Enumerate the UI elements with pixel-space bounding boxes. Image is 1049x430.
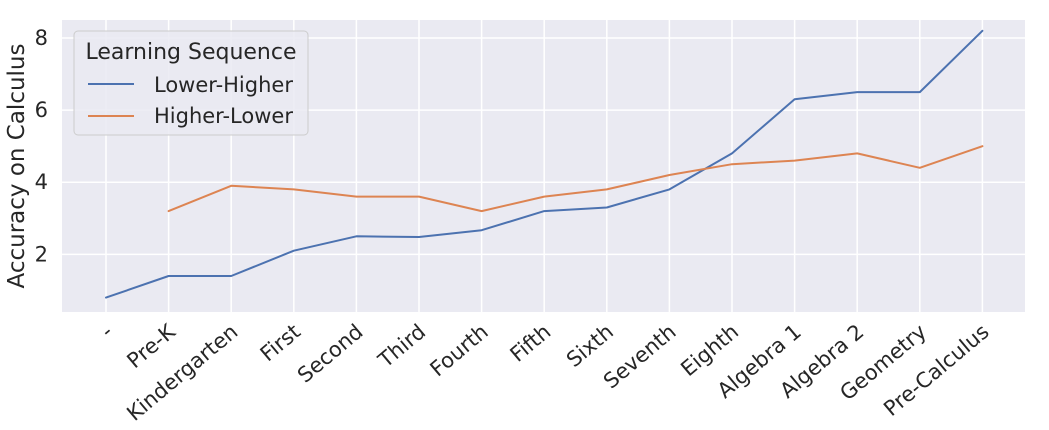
legend: Learning Sequence Lower-Higher Higher-Lo… (73, 30, 309, 136)
legend-label-higher-lower: Higher-Lower (154, 104, 293, 128)
y-tick-label-6: 6 (35, 98, 48, 122)
y-tick-label-4: 4 (35, 170, 48, 194)
x-tick-label-fifth: Fifth (506, 319, 556, 366)
legend-box (73, 30, 309, 136)
x-tick-label-kindergarten: Kindergarten (122, 319, 242, 425)
series-line-higher-lower (167, 145, 984, 213)
x-tick-label-sixth: Sixth (562, 319, 618, 372)
series-line-lower-higher (105, 29, 984, 299)
x-tick-label-second: Second (293, 319, 368, 387)
series-lines (105, 29, 984, 299)
y-tick-labels: 2 4 6 8 (35, 26, 48, 266)
x-tick-label-third: Third (373, 319, 430, 372)
x-tick-label-first: First (256, 319, 305, 366)
x-tick-label-dash: - (96, 319, 117, 342)
legend-label-lower-higher: Lower-Higher (154, 73, 293, 97)
x-tick-label-fourth: Fourth (426, 319, 493, 381)
y-tick-label-2: 2 (35, 242, 48, 266)
y-tick-label-8: 8 (35, 26, 48, 50)
legend-title: Learning Sequence (85, 40, 296, 65)
y-axis-label: Accuracy on Calculus (4, 44, 30, 289)
